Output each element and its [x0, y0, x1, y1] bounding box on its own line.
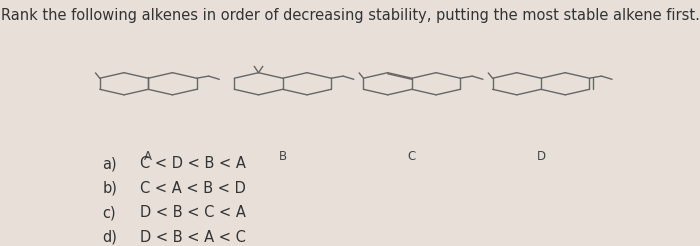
Text: Rank the following alkenes in order of decreasing stability, putting the most st: Rank the following alkenes in order of d… [1, 8, 699, 23]
Text: A: A [144, 150, 152, 163]
Text: a): a) [102, 156, 117, 171]
Text: C: C [408, 150, 416, 163]
Text: b): b) [102, 181, 118, 196]
Text: C < D < B < A: C < D < B < A [140, 156, 246, 171]
Text: d): d) [102, 230, 118, 245]
Text: D < B < A < C: D < B < A < C [140, 230, 246, 245]
Text: c): c) [102, 205, 116, 220]
Text: D < B < C < A: D < B < C < A [140, 205, 246, 220]
Text: B: B [279, 150, 287, 163]
Text: D: D [536, 150, 545, 163]
Text: C < A < B < D: C < A < B < D [140, 181, 246, 196]
